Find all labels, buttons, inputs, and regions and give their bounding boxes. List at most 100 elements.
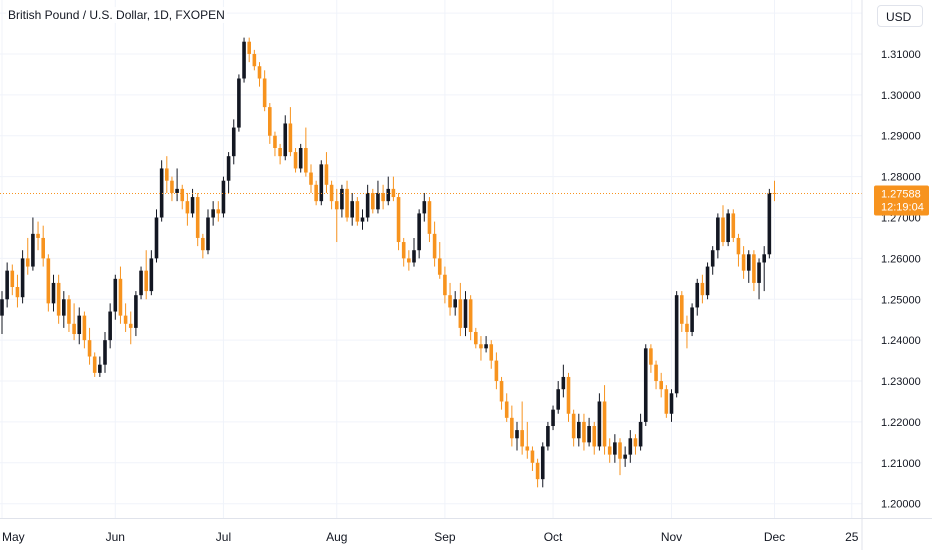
candle bbox=[623, 446, 627, 467]
candle-body bbox=[195, 197, 200, 238]
candle bbox=[365, 184, 370, 222]
candle bbox=[87, 327, 92, 365]
candle-body bbox=[607, 446, 612, 455]
candle-body bbox=[407, 258, 411, 263]
candle bbox=[474, 327, 478, 349]
candle bbox=[458, 282, 463, 337]
candle bbox=[309, 164, 313, 193]
time-tick-label: Dec bbox=[764, 530, 785, 544]
candle-body bbox=[20, 258, 25, 298]
candle-body bbox=[92, 356, 97, 373]
candle-body bbox=[123, 315, 128, 324]
candle bbox=[391, 176, 396, 202]
candle-body bbox=[46, 258, 51, 304]
candle-body bbox=[278, 148, 282, 157]
time-tick-label: Oct bbox=[544, 530, 563, 544]
candle-body bbox=[412, 250, 416, 263]
candle-body bbox=[716, 217, 720, 251]
candle-body bbox=[432, 233, 437, 259]
candle-body bbox=[597, 401, 602, 447]
candle-body bbox=[77, 315, 82, 335]
candle bbox=[149, 250, 154, 296]
candle-body bbox=[422, 201, 427, 214]
candle-body bbox=[355, 201, 360, 222]
candle bbox=[432, 221, 437, 267]
candle-body bbox=[257, 66, 262, 79]
candle bbox=[525, 421, 530, 459]
candle bbox=[340, 184, 344, 218]
candle-body bbox=[170, 180, 174, 193]
candle-body bbox=[237, 78, 241, 128]
candle-body bbox=[252, 53, 257, 67]
candle-body bbox=[669, 393, 674, 414]
candle bbox=[139, 266, 143, 300]
candle-body bbox=[494, 360, 499, 382]
candle bbox=[669, 389, 674, 422]
candle-body bbox=[762, 254, 766, 263]
last-price-label: 1.27588 bbox=[881, 188, 921, 200]
price-tick-label: 1.29000 bbox=[881, 131, 921, 143]
candle-body bbox=[345, 188, 349, 218]
candle bbox=[324, 152, 329, 193]
candle bbox=[82, 311, 87, 349]
candle-body bbox=[190, 197, 195, 214]
candle-body bbox=[602, 401, 607, 447]
candle bbox=[674, 291, 679, 398]
candle bbox=[20, 250, 25, 304]
candle bbox=[767, 188, 772, 259]
candle-body bbox=[247, 41, 251, 54]
time-axis[interactable]: May Jun Jul Aug Sep Oct Nov Dec 25 bbox=[0, 518, 932, 545]
candle bbox=[401, 237, 406, 267]
candle-body bbox=[587, 426, 591, 443]
candle-body bbox=[659, 381, 663, 390]
candle-body bbox=[82, 315, 87, 341]
candle-body bbox=[350, 201, 354, 218]
candle-body bbox=[499, 381, 504, 402]
candle bbox=[159, 160, 164, 222]
price-axis[interactable]: 1.20000 1.21000 1.22000 1.23000 1.24000 1.250… bbox=[861, 0, 921, 550]
candle bbox=[201, 233, 205, 259]
candle-body bbox=[386, 188, 391, 202]
candle bbox=[643, 344, 648, 427]
candle-body bbox=[561, 376, 566, 390]
candle-body bbox=[103, 340, 107, 365]
price-tick-label: 1.27000 bbox=[881, 213, 921, 225]
candle-body bbox=[211, 209, 215, 218]
currency-selector-button[interactable]: USD bbox=[877, 5, 923, 27]
candle bbox=[540, 442, 545, 488]
candle bbox=[134, 291, 138, 337]
candle-body bbox=[546, 426, 550, 447]
candle bbox=[407, 250, 411, 271]
candle bbox=[31, 217, 35, 271]
candle bbox=[237, 74, 241, 132]
candle bbox=[453, 291, 457, 316]
candle bbox=[494, 352, 499, 390]
candle-body bbox=[757, 262, 761, 283]
candle bbox=[680, 291, 684, 332]
candles bbox=[0, 37, 777, 488]
candle-body bbox=[674, 295, 679, 394]
candle bbox=[746, 250, 751, 283]
candle bbox=[638, 413, 643, 451]
candle bbox=[242, 37, 246, 83]
candle bbox=[710, 246, 715, 275]
candle-body bbox=[221, 180, 226, 214]
candle-body bbox=[319, 164, 324, 202]
candle bbox=[108, 303, 112, 349]
candle bbox=[376, 180, 380, 214]
time-tick-label: Jun bbox=[106, 530, 125, 544]
candle bbox=[484, 336, 488, 353]
candle bbox=[443, 266, 447, 304]
price-tick-label: 1.26000 bbox=[881, 253, 921, 265]
candle-body bbox=[654, 364, 658, 382]
candle bbox=[288, 107, 293, 157]
candle bbox=[268, 103, 272, 144]
candle-body bbox=[0, 299, 4, 316]
candle-body bbox=[365, 192, 370, 218]
candle bbox=[51, 274, 56, 312]
candle-body bbox=[628, 438, 633, 455]
candle-body bbox=[443, 274, 447, 296]
